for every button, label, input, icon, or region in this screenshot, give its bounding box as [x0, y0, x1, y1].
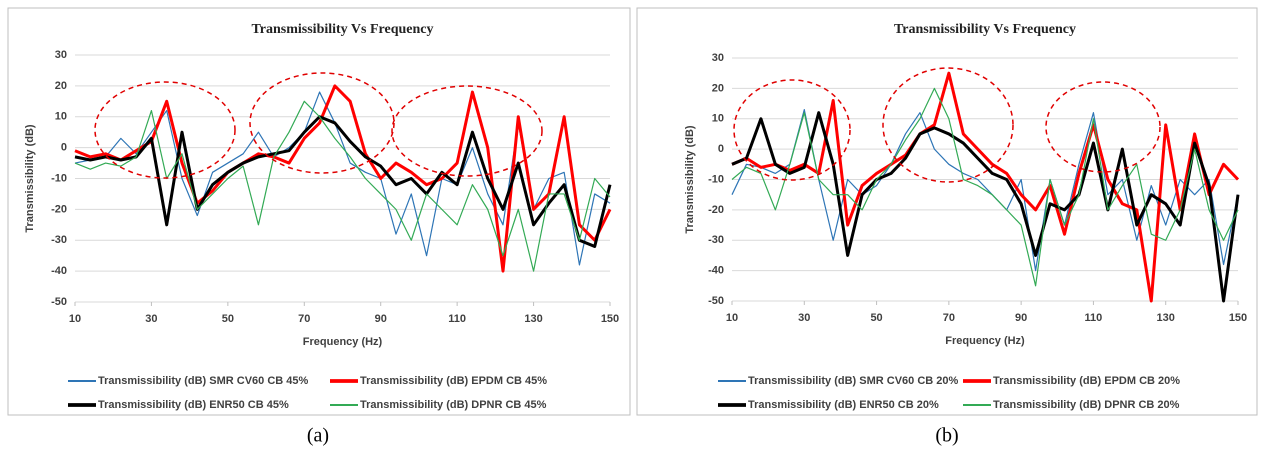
y-tick-label: -40 [708, 265, 724, 277]
x-tick-label: 30 [145, 313, 157, 325]
y-tick-label: 30 [55, 49, 67, 61]
y-tick-label: 20 [712, 82, 724, 94]
x-tick-label: 110 [1085, 312, 1103, 324]
chart-title: Transmissibility Vs Frequency [894, 22, 1076, 37]
legend-label: Transmissibility (dB) DPNR CB 45% [360, 399, 547, 411]
y-tick-label: 20 [55, 80, 67, 92]
y-tick-label: -50 [708, 295, 724, 307]
highlight-ellipse [882, 67, 1014, 183]
y-axis-label: Transmissibility (dB) [684, 125, 696, 234]
y-tick-label: -20 [708, 204, 724, 216]
y-tick-label: 10 [55, 111, 67, 123]
panel-caption: (a) [307, 425, 329, 447]
legend-label: Transmissibility (dB) EPDM CB 45% [360, 375, 547, 387]
y-tick-label: -50 [51, 296, 67, 308]
x-tick-label: 90 [1015, 312, 1027, 324]
highlight-ellipse [391, 85, 543, 177]
x-tick-label: 110 [448, 313, 466, 325]
highlight-ellipse [733, 79, 851, 181]
y-tick-label: 10 [712, 113, 724, 125]
x-tick-label: 50 [870, 312, 882, 324]
x-tick-label: 150 [601, 313, 619, 325]
y-tick-label: -40 [51, 265, 67, 277]
panel-frame [7, 7, 631, 416]
x-tick-label: 10 [726, 312, 738, 324]
y-tick-label: 0 [61, 142, 67, 154]
y-tick-label: -30 [51, 234, 67, 246]
y-tick-label: -20 [51, 203, 67, 215]
x-tick-label: 70 [298, 313, 310, 325]
highlight-ellipse [1045, 81, 1161, 173]
x-tick-label: 90 [375, 313, 387, 325]
y-tick-label: 0 [718, 143, 724, 155]
series-line [74, 115, 612, 248]
y-tick-label: -10 [51, 172, 67, 184]
y-tick-label: 30 [712, 52, 724, 64]
legend-label: Transmissibility (dB) EPDM CB 20% [993, 375, 1180, 387]
y-axis-label: Transmissibility (dB) [24, 124, 36, 233]
y-tick-label: -30 [708, 234, 724, 246]
legend-label: Transmissibility (dB) SMR CV60 CB 45% [98, 375, 308, 387]
series-line [74, 100, 611, 272]
y-tick-label: -10 [708, 173, 724, 185]
x-tick-label: 130 [524, 313, 542, 325]
series-line [731, 71, 1240, 303]
highlight-ellipse [94, 81, 236, 179]
x-tick-label: 130 [1157, 312, 1175, 324]
legend-label: Transmissibility (dB) DPNR CB 20% [993, 399, 1180, 411]
panel-frame [636, 7, 1258, 416]
x-tick-label: 70 [943, 312, 955, 324]
chart-title: Transmissibility Vs Frequency [251, 22, 433, 37]
x-axis-label: Frequency (Hz) [945, 335, 1025, 347]
x-tick-label: 50 [222, 313, 234, 325]
series-line [731, 111, 1240, 303]
legend-label: Transmissibility (dB) ENR50 CB 20% [748, 399, 939, 411]
panel-caption: (b) [935, 425, 958, 447]
series-line [731, 87, 1239, 287]
series-line [74, 84, 612, 273]
x-axis-label: Frequency (Hz) [303, 336, 383, 348]
x-tick-label: 150 [1229, 312, 1247, 324]
highlight-ellipse [249, 72, 395, 174]
x-tick-label: 30 [798, 312, 810, 324]
x-tick-label: 10 [69, 313, 81, 325]
legend-label: Transmissibility (dB) ENR50 CB 45% [98, 399, 289, 411]
annotations [94, 67, 1161, 183]
legend-label: Transmissibility (dB) SMR CV60 CB 20% [748, 375, 958, 387]
